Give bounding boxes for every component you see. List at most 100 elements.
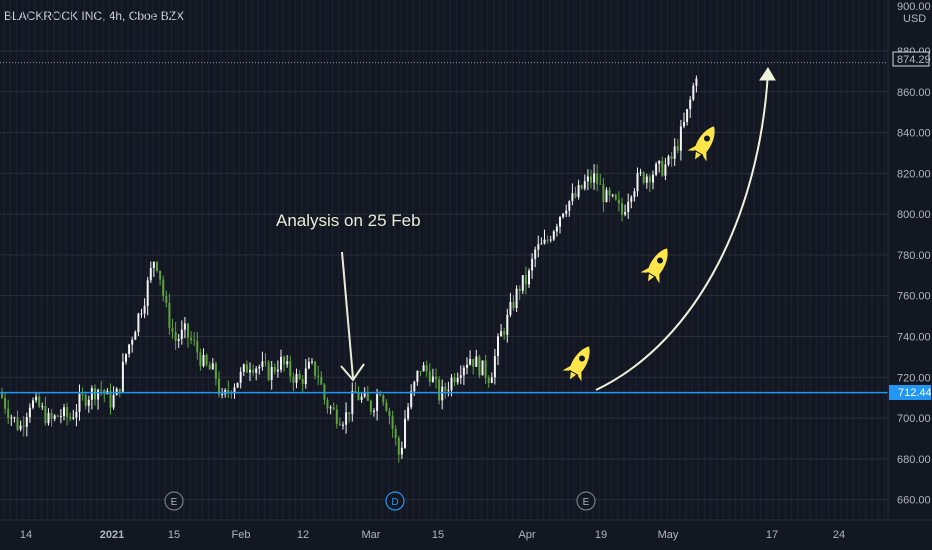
- x-tick-label: 15: [168, 529, 180, 541]
- event-marker-d: D: [385, 491, 405, 511]
- candle-body: [568, 201, 571, 211]
- candle-body: [382, 395, 385, 403]
- candle-body: [500, 331, 503, 337]
- candle-body: [140, 313, 143, 315]
- candle-body: [183, 323, 186, 330]
- event-marker-e: E: [164, 491, 184, 511]
- candle-body: [459, 375, 462, 378]
- candle-body: [537, 244, 540, 250]
- candle-body: [695, 78, 698, 86]
- candle-body: [249, 369, 251, 373]
- y-tick-label: 680.00: [897, 454, 931, 466]
- x-tick-label: Feb: [232, 529, 251, 541]
- candle-body: [661, 160, 664, 176]
- y-tick-label: 820.00: [897, 168, 931, 180]
- candle-body: [583, 181, 586, 189]
- candle-body: [255, 368, 258, 373]
- candle-body: [134, 332, 137, 340]
- candle-body: [543, 239, 546, 244]
- candle-body: [645, 176, 648, 183]
- candle-body: [286, 361, 289, 365]
- candle-body: [466, 364, 468, 368]
- candle-body: [239, 371, 242, 383]
- candle-body: [391, 416, 394, 429]
- candle-body: [407, 407, 410, 419]
- price-axis[interactable]: 660.00 680.00 700.00 720.00 740.00 760.00 780.…: [887, 0, 932, 520]
- last-price-label: 874.29: [892, 51, 931, 67]
- candle-body: [490, 377, 493, 383]
- candle-body: [670, 156, 673, 159]
- candle-body: [314, 361, 317, 376]
- candle-body: [171, 328, 174, 332]
- candle-body: [162, 279, 165, 296]
- candle-body: [205, 354, 208, 365]
- candle-body: [422, 365, 425, 372]
- candle-body: [673, 146, 676, 159]
- candle-body: [676, 146, 679, 151]
- candle-body: [190, 337, 193, 341]
- candle-body: [159, 270, 162, 280]
- candle-body: [559, 217, 561, 227]
- candle-body: [531, 258, 534, 271]
- candle-body: [276, 369, 279, 372]
- candle-body: [41, 406, 44, 408]
- candle-body: [664, 164, 667, 176]
- candle-body: [478, 356, 481, 376]
- candle-body: [376, 394, 379, 411]
- candle-body: [518, 288, 521, 291]
- candle-body: [435, 376, 437, 380]
- candle-body: [586, 176, 589, 182]
- candle-body: [394, 428, 397, 439]
- candle-body: [218, 378, 220, 395]
- candle-body: [270, 366, 273, 380]
- candle-body: [425, 365, 428, 372]
- candle-body: [373, 410, 375, 412]
- y-tick-label: 740.00: [897, 331, 931, 343]
- candle-body: [320, 376, 323, 385]
- candle-body: [165, 295, 168, 303]
- candle-body: [121, 361, 124, 392]
- candle-body: [481, 360, 484, 376]
- event-label: D: [391, 497, 398, 508]
- candle-body: [627, 201, 630, 213]
- candle-body: [44, 406, 47, 424]
- time-axis[interactable]: 14 2021 15 Feb 12 Mar 15 Apr 19 May 17 24: [0, 519, 932, 550]
- candle-body: [351, 391, 354, 414]
- x-tick-label: Apr: [518, 529, 535, 541]
- candle-body: [546, 239, 549, 241]
- grid: [0, 0, 888, 520]
- candle-body: [35, 396, 38, 401]
- rocket-icon: [640, 248, 668, 284]
- event-label: E: [171, 497, 178, 508]
- candle-body: [580, 185, 583, 189]
- candle-body: [94, 388, 96, 400]
- candle-body: [56, 415, 59, 417]
- candle-body: [280, 356, 282, 370]
- candle-body: [453, 377, 456, 383]
- candle-body: [692, 85, 695, 100]
- candle-body: [602, 184, 605, 202]
- candle-body: [125, 353, 127, 362]
- x-tick-label: 24: [833, 529, 845, 541]
- candle-body: [577, 185, 580, 198]
- candle-body: [497, 336, 499, 357]
- candle-body: [152, 261, 155, 269]
- hline-price-label: 712.44: [889, 385, 932, 400]
- candle-body: [469, 358, 472, 365]
- candle-body: [456, 377, 459, 383]
- candle-body: [562, 213, 565, 218]
- candle-body: [236, 382, 239, 388]
- candle-body: [329, 407, 332, 409]
- candle-body: [307, 361, 310, 369]
- candle-body: [630, 197, 633, 202]
- candle-body: [13, 417, 16, 419]
- candle-body: [444, 386, 447, 391]
- candle-body: [81, 393, 84, 396]
- candle-body: [636, 173, 639, 192]
- y-tick-label: 840.00: [897, 128, 931, 140]
- y-tick-label: 760.00: [897, 291, 931, 303]
- candle-body: [87, 399, 90, 406]
- candle-body: [304, 368, 307, 385]
